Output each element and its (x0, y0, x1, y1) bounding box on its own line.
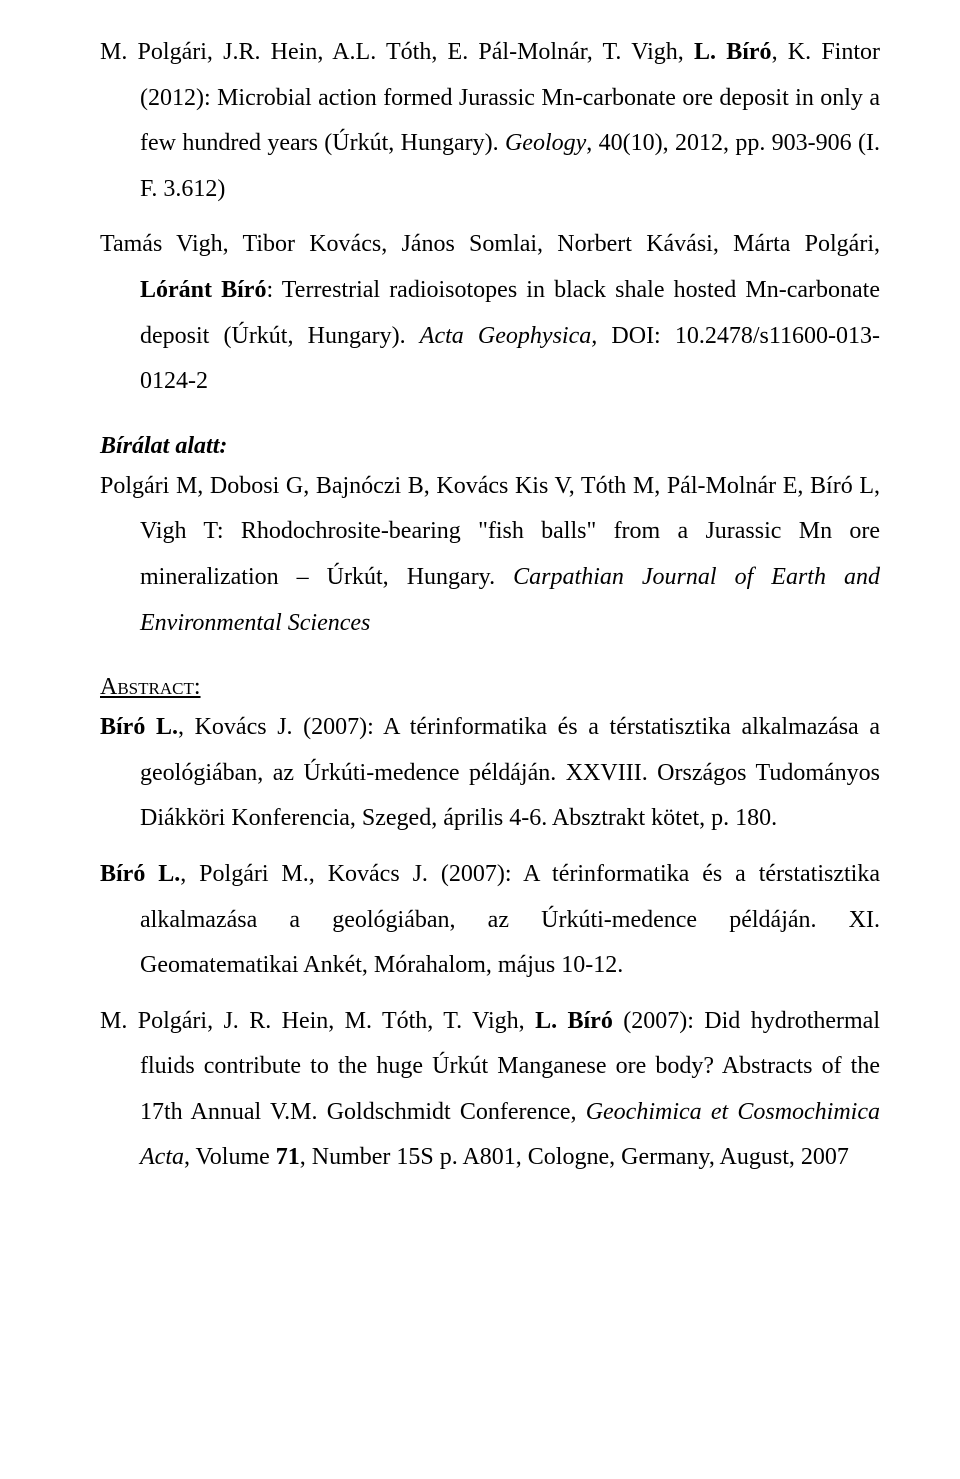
section-abstract: Abstract: (100, 674, 880, 701)
a1-rest: , Kovács J. (2007): A térinformatika és … (140, 714, 880, 831)
reference-2: Tamás Vigh, Tibor Kovács, János Somlai, … (100, 222, 880, 404)
a1-author-bold: Bíró L. (100, 714, 178, 740)
a2-rest: , Polgári M., Kovács J. (2007): A térinf… (140, 861, 880, 978)
ref1-authors-pre: M. Polgári, J.R. Hein, A.L. Tóth, E. Pál… (100, 39, 694, 65)
a3-post1: , Volume (184, 1144, 276, 1170)
a3-pre: M. Polgári, J. R. Hein, M. Tóth, T. Vigh… (100, 1008, 535, 1034)
ref2-journal: Acta Geophysica, (420, 323, 597, 349)
ref2-author-bold: Lóránt Bíró (140, 277, 266, 303)
a3-post2: , Number 15S p. A801, Cologne, Germany, … (300, 1144, 849, 1170)
under-review-1: Polgári M, Dobosi G, Bajnóczi B, Kovács … (100, 464, 880, 646)
a2-author-bold: Bíró L. (100, 861, 180, 887)
section-under-review: Bírálat alatt: (100, 433, 880, 460)
reference-1: M. Polgári, J.R. Hein, A.L. Tóth, E. Pál… (100, 30, 880, 212)
abstract-3: M. Polgári, J. R. Hein, M. Tóth, T. Vigh… (100, 999, 880, 1181)
ref1-journal: Geology (505, 130, 586, 156)
ref2-authors: Tamás Vigh, Tibor Kovács, János Somlai, … (100, 231, 880, 257)
abstract-1: Bíró L., Kovács J. (2007): A térinformat… (100, 705, 880, 842)
abstract-heading: Abstract: (100, 674, 201, 700)
a3-vol: 71 (276, 1144, 300, 1170)
a3-author-bold: L. Bíró (535, 1008, 613, 1034)
page-content: M. Polgári, J.R. Hein, A.L. Tóth, E. Pál… (0, 0, 960, 1251)
abstract-2: Bíró L., Polgári M., Kovács J. (2007): A… (100, 852, 880, 989)
ref1-author-bold: L. Bíró (694, 39, 772, 65)
